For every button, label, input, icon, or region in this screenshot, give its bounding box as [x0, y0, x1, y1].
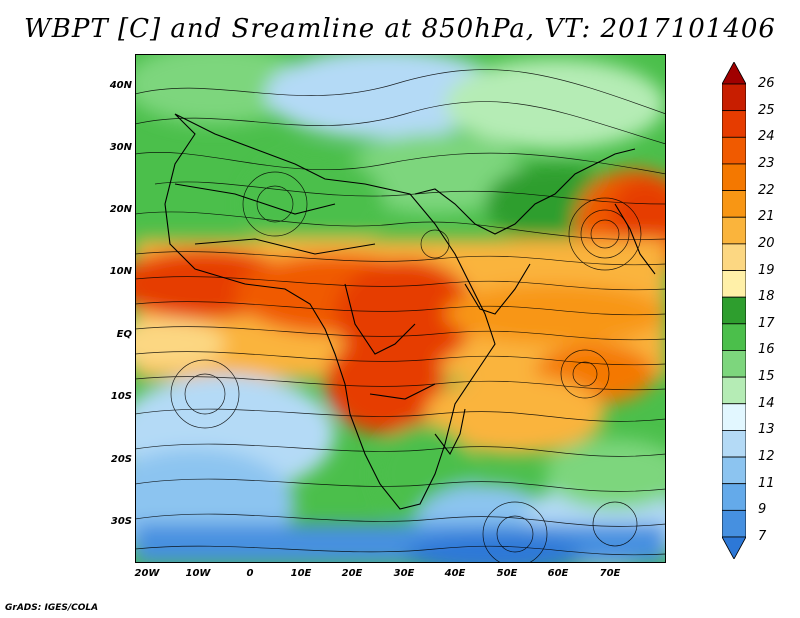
lat-label-10n: 10N — [109, 266, 132, 277]
lat-label-30s: 30S — [110, 516, 132, 527]
lat-label-40n: 40N — [109, 80, 132, 91]
colorbar-label: 26 — [758, 76, 775, 91]
lon-label-50e: 50E — [496, 568, 518, 579]
lon-label-10e: 10E — [290, 568, 312, 579]
lat-label-10s: 10S — [110, 391, 132, 402]
lon-label-0: 0 — [246, 568, 254, 579]
lon-label-10w: 10W — [185, 568, 211, 579]
wbpt-map — [135, 54, 666, 563]
colorbar-label: 15 — [758, 369, 775, 385]
lat-label-20n: 20N — [109, 204, 132, 215]
colorbar-segment — [722, 243, 746, 271]
colorbar-segment — [722, 136, 746, 165]
map-plot-area — [135, 54, 666, 563]
colorbar-label: 25 — [758, 102, 775, 118]
lon-label-20w: 20W — [134, 568, 160, 579]
colorbar-label: 21 — [758, 209, 775, 225]
colorbar-label: 12 — [758, 449, 775, 465]
colorbar-segment — [722, 190, 746, 218]
colorbar-segment — [722, 483, 746, 511]
colorbar-label: 16 — [758, 342, 775, 358]
colorbar-segment — [722, 270, 746, 298]
lon-label-40e: 40E — [444, 568, 466, 579]
lon-label-60e: 60E — [547, 568, 569, 579]
colorbar-label: 18 — [758, 289, 775, 305]
colorbar-label: 9 — [758, 502, 767, 518]
colorbar-segment — [722, 403, 746, 431]
lon-label-70e: 70E — [599, 568, 621, 579]
grads-credit: GrADS: IGES/COLA — [5, 603, 99, 613]
lat-label-20s: 20S — [110, 454, 132, 465]
colorbar-segment — [722, 350, 746, 378]
colorbar-label: 19 — [758, 262, 775, 278]
colorbar-label: 11 — [758, 475, 775, 491]
colorbar-segment — [722, 376, 746, 405]
colorbar-label: 22 — [758, 182, 775, 198]
colorbar-segment — [722, 430, 746, 458]
colorbar-segment — [722, 323, 746, 351]
lat-label-eq: EQ — [116, 329, 132, 340]
colorbar-segment — [722, 456, 746, 485]
colorbar-label: 24 — [758, 129, 775, 145]
colorbar-segment — [722, 296, 746, 325]
coastlines — [164, 113, 656, 510]
colorbar-bottom-arrow — [722, 536, 746, 559]
colorbar-segment — [722, 83, 746, 112]
lat-label-30n: 30N — [109, 142, 132, 153]
colorbar-top-arrow — [722, 62, 746, 85]
colorbar-label: 14 — [758, 395, 775, 411]
colorbar-label: 17 — [758, 315, 775, 331]
colorbar-label: 7 — [758, 529, 767, 544]
colorbar-segment — [722, 509, 746, 538]
streamlines — [135, 69, 666, 563]
colorbar-label: 20 — [758, 235, 775, 251]
colorbar-label: 13 — [758, 422, 775, 438]
map-title: WBPT [C] and Sreamline at 850hPa, VT: 20… — [24, 14, 776, 44]
lon-label-20e: 20E — [341, 568, 363, 579]
colorbar-segment — [722, 163, 746, 191]
map-frame — [135, 54, 666, 563]
colorbar-segment — [722, 216, 746, 245]
colorbar — [722, 62, 746, 559]
colorbar-segment — [722, 110, 746, 138]
colorbar-label: 23 — [758, 155, 775, 171]
lon-label-30e: 30E — [393, 568, 415, 579]
